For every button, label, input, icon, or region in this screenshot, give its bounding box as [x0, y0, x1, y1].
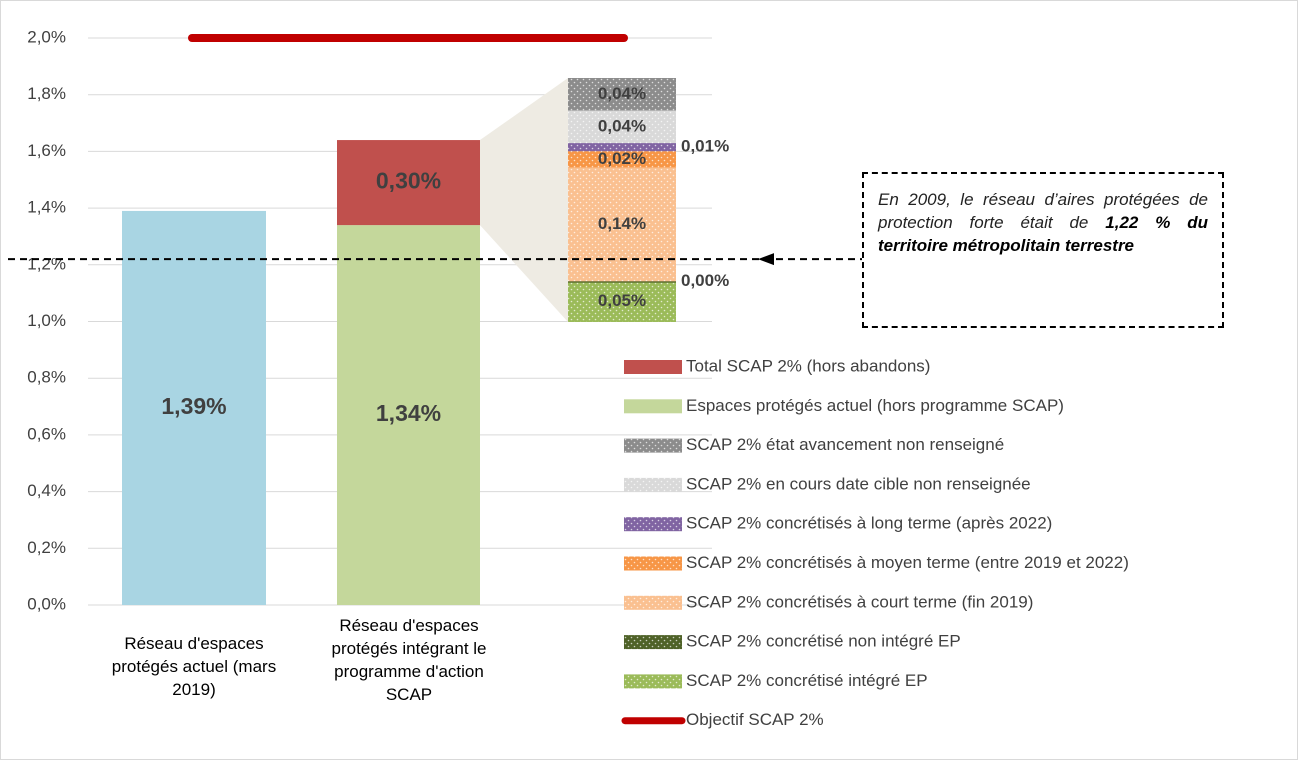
y-tick-label: 0,2%	[27, 538, 66, 557]
legend-label: SCAP 2% en cours date cible non renseign…	[686, 474, 1031, 493]
annotation: En 2009, le réseau d’aires protégées de …	[862, 172, 1224, 328]
y-tick-label: 1,4%	[27, 198, 66, 217]
data-label: 0,04%	[598, 84, 646, 103]
x-tick-label: Réseau d'espaces protégés intégrant le p…	[331, 616, 487, 704]
legend-swatch	[624, 595, 682, 610]
zoom-segment	[568, 167, 676, 282]
data-label: 0,05%	[598, 291, 646, 310]
y-tick-label: 0,0%	[27, 594, 66, 613]
annotation-text: En 2009, le réseau d’aires protégées de …	[878, 190, 1208, 232]
zoom-segment	[568, 110, 676, 144]
legend-label: SCAP 2% concrétisés à court terme (fin 2…	[686, 592, 1033, 611]
legend-label: Espaces protégés actuel (hors programme …	[686, 396, 1064, 415]
bar-segment	[337, 225, 480, 606]
annotation-emphasis: 1,22 % du territoire métropolitain terre…	[878, 213, 1209, 255]
legend-label: SCAP 2% concrétisés à long terme (après …	[686, 514, 1052, 533]
data-label: 0,14%	[598, 214, 646, 233]
legend-label: SCAP 2% concrétisé non intégré EP	[686, 632, 961, 651]
legend-swatch	[624, 635, 682, 650]
y-tick-label: 1,0%	[27, 311, 66, 330]
legend-swatch	[624, 517, 682, 532]
legend-swatch	[624, 438, 682, 453]
y-tick-label: 1,2%	[27, 254, 66, 273]
data-label: 0,02%	[598, 149, 646, 168]
legend-swatch	[624, 556, 682, 571]
data-label: 0,00%	[681, 271, 729, 290]
zoom-segment	[568, 143, 676, 152]
legend-label: SCAP 2% concrétisé intégré EP	[686, 671, 928, 690]
zoom-connector	[480, 78, 568, 322]
y-tick-label: 0,4%	[27, 481, 66, 500]
legend-label: SCAP 2% état avancement non renseigné	[686, 435, 1004, 454]
x-tick-label: Réseau d'espaces protégés actuel (mars 2…	[111, 634, 277, 699]
zoom-segment	[568, 281, 676, 322]
data-label: 1,34%	[376, 400, 441, 426]
legend-swatch	[624, 399, 682, 414]
y-tick-label: 1,8%	[27, 84, 66, 103]
zoom-segment	[568, 151, 676, 168]
data-label: 0,04%	[598, 116, 646, 135]
zoom-segment	[568, 78, 676, 111]
bar	[122, 210, 266, 605]
legend-label: Total SCAP 2% (hors abandons)	[686, 356, 930, 375]
data-label: 0,30%	[376, 168, 441, 194]
legend-swatch	[624, 360, 682, 374]
y-tick-label: 0,8%	[27, 368, 66, 387]
data-label: 1,39%	[161, 393, 226, 419]
y-tick-label: 0,6%	[27, 424, 66, 443]
arrow-head	[758, 253, 774, 266]
legend-swatch	[624, 674, 682, 689]
legend-swatch	[624, 477, 682, 492]
data-label: 0,01%	[681, 137, 729, 156]
bar-segment	[337, 140, 480, 226]
y-tick-label: 2,0%	[27, 27, 66, 46]
legend-label: SCAP 2% concrétisés à moyen terme (entre…	[686, 553, 1129, 572]
y-tick-label: 1,6%	[27, 141, 66, 160]
legend-label: Objectif SCAP 2%	[686, 710, 824, 729]
